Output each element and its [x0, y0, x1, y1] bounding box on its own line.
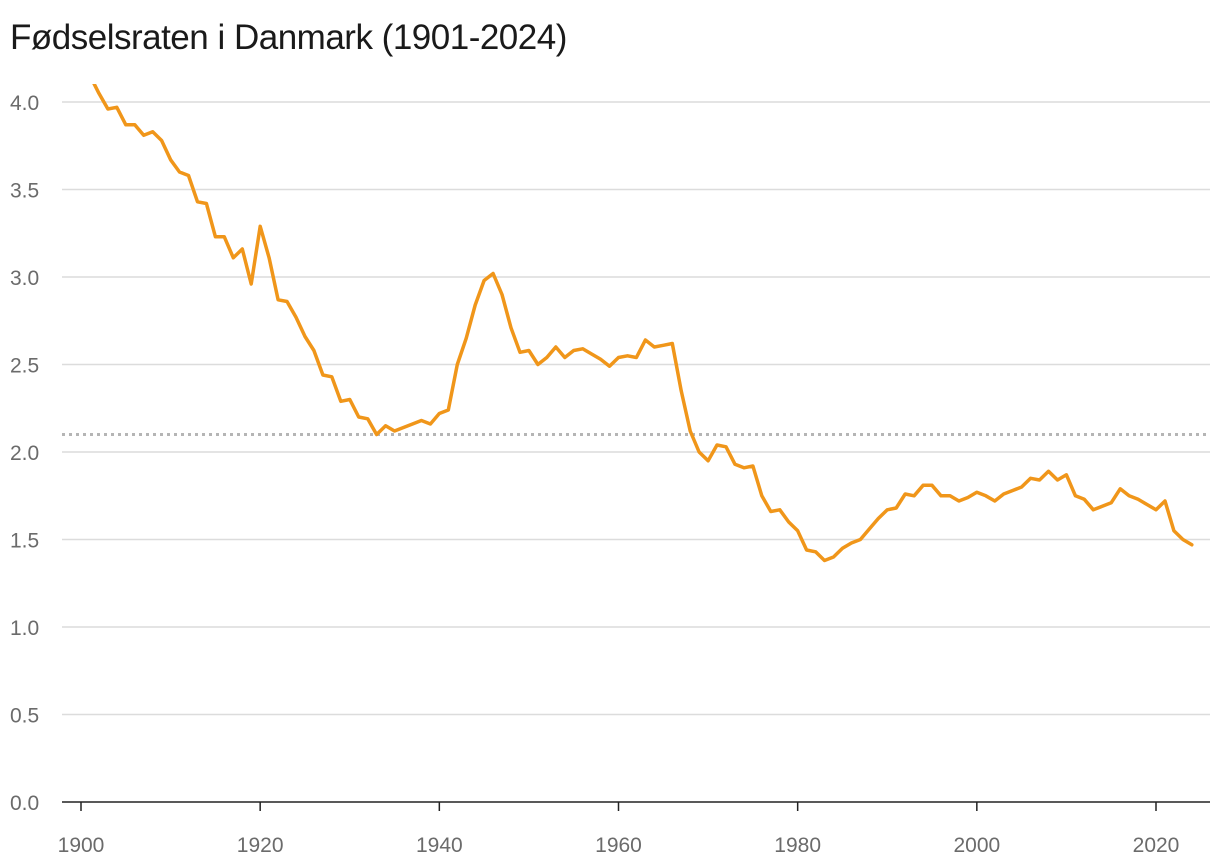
x-tick-label: 1960 — [595, 834, 642, 857]
x-tick-label: 1900 — [58, 834, 105, 857]
series-group — [92, 84, 1194, 563]
x-tick-label: 1920 — [237, 834, 284, 857]
y-tick-label: 2.0 — [10, 442, 39, 465]
gridlines — [62, 101, 1210, 716]
chart-title: Fødselsraten i Danmark (1901-2024) — [10, 18, 567, 57]
x-tick-label: 2020 — [1133, 834, 1180, 857]
series-line — [92, 84, 1194, 563]
x-tick-label: 1940 — [416, 834, 463, 857]
x-tick-label: 1980 — [774, 834, 821, 857]
y-tick-label: 3.0 — [10, 267, 39, 290]
y-tick-label: 2.5 — [10, 355, 39, 378]
y-tick-label: 0.0 — [10, 792, 39, 815]
x-tick-label: 2000 — [953, 834, 1000, 857]
y-tick-label: 3.5 — [10, 180, 39, 203]
y-axis-labels: 0.0 0.5 1.0 1.5 2.0 2.5 3.0 3.5 4.0 — [10, 92, 39, 815]
y-tick-label: 0.5 — [10, 705, 39, 728]
y-tick-label: 1.5 — [10, 530, 39, 553]
y-tick-label: 1.0 — [10, 617, 39, 640]
x-axis: 1900 1920 1940 1960 1980 2000 2020 — [58, 801, 1210, 857]
y-tick-label: 4.0 — [10, 92, 39, 115]
